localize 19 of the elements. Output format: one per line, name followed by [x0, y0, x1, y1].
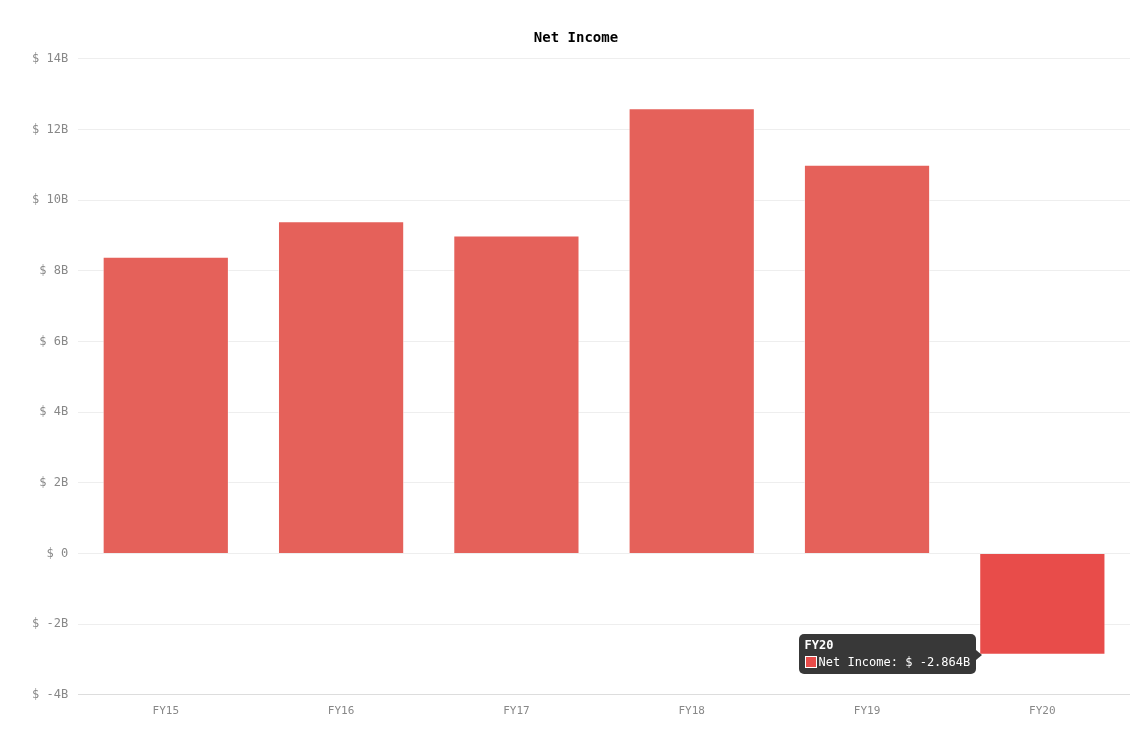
y-tick-label: $ 0: [46, 545, 69, 560]
x-tick-label: FY19: [853, 704, 881, 718]
x-tick-label: FY15: [152, 704, 180, 718]
x-tick-label: FY16: [327, 704, 355, 718]
data-label: Net Income: $ -2.864B: [818, 653, 971, 671]
y-tick-label: $ 8B: [39, 262, 69, 277]
y-tick-label: $ 12B: [32, 121, 69, 136]
x-tick-label: FY18: [678, 704, 705, 718]
y-tick-label: $ 6B: [39, 333, 69, 348]
y-tick-label: $ 14B: [32, 50, 69, 65]
x-tick-label: FY20: [1029, 704, 1056, 718]
y-tick-label: $ 2B: [39, 474, 69, 489]
chart-title: Net Income: [533, 29, 619, 46]
y-tick-label: $ -2B: [32, 616, 69, 631]
category-label: FY20: [804, 637, 834, 652]
y-tick-label: $ -4B: [32, 686, 69, 701]
x-tick-label: FY17: [503, 704, 530, 718]
y-tick-label: $ 10B: [32, 192, 69, 207]
y-tick-label: $ 4B: [39, 404, 69, 419]
